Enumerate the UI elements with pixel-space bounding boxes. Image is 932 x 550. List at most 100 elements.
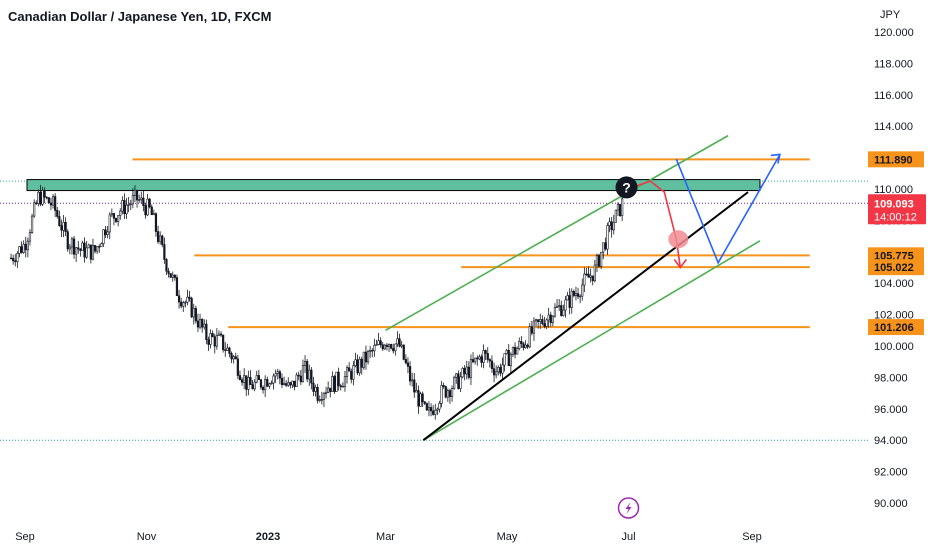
candle-body	[381, 344, 384, 350]
candle-body	[463, 368, 466, 375]
candle-body	[551, 315, 554, 323]
candle-body	[135, 189, 139, 201]
candle-body	[45, 196, 48, 199]
candle-body	[28, 232, 32, 242]
candle-body	[196, 320, 200, 328]
candle-body	[268, 383, 271, 387]
trend-line	[422, 191, 749, 441]
candle-body	[26, 240, 29, 251]
candle-body	[159, 235, 162, 242]
x-tick-label: Jul	[621, 531, 635, 543]
candle-body	[530, 326, 533, 334]
candle-body	[14, 260, 17, 263]
candle-body	[436, 408, 439, 411]
candle-body	[482, 350, 485, 363]
level-price-label: 101.206	[874, 322, 914, 334]
candle-body	[293, 380, 296, 388]
candle-body	[560, 305, 563, 316]
candle-body	[327, 387, 330, 393]
candle-body	[306, 361, 309, 380]
candle-body	[593, 264, 596, 282]
candle-body	[595, 255, 599, 266]
candle-body	[616, 203, 620, 211]
candle-body	[480, 356, 483, 363]
candle-body	[133, 189, 137, 196]
blue-projection-path	[675, 154, 781, 265]
candle-body	[169, 273, 172, 278]
candle-body	[562, 309, 565, 316]
candle-body	[583, 273, 586, 286]
red-marker-dot	[668, 230, 689, 249]
candle-body	[85, 247, 88, 258]
level-price-tag	[868, 151, 924, 168]
candle-body	[511, 346, 515, 355]
candle-body	[35, 202, 38, 205]
candle-body	[444, 386, 447, 398]
candle-body	[308, 369, 311, 380]
candle-body	[112, 213, 116, 219]
candle-body	[238, 375, 242, 381]
candle-body	[230, 353, 233, 360]
x-tick-label: Mar	[376, 531, 395, 543]
candle-body	[264, 379, 267, 391]
currency-label: JPY	[880, 9, 901, 21]
candle-body	[478, 356, 481, 360]
question-icon	[615, 176, 638, 199]
candle-body	[104, 229, 107, 236]
candle-body	[203, 323, 206, 328]
candle-body	[387, 344, 391, 347]
candle-body	[413, 379, 416, 393]
candle-body	[379, 340, 382, 346]
candle-body	[371, 350, 374, 352]
candle-body	[434, 409, 437, 415]
candle-body	[427, 407, 431, 411]
candle-body	[234, 356, 237, 360]
candle-body	[280, 377, 284, 386]
candle-body	[253, 381, 256, 390]
candle-body	[316, 387, 319, 401]
candle-body	[373, 344, 376, 352]
candle-body	[364, 351, 368, 363]
candle-body	[278, 371, 281, 379]
candle-body	[604, 242, 607, 250]
candle-body	[110, 213, 113, 216]
candle-body	[610, 221, 613, 231]
candle-body	[91, 245, 95, 260]
candle-body	[56, 210, 59, 217]
candle-body	[400, 344, 403, 347]
current-price-value: 109.093	[874, 198, 914, 210]
candle-body	[402, 344, 405, 360]
candle-body	[198, 318, 202, 328]
candle-body	[459, 376, 462, 389]
candle-body	[383, 344, 386, 350]
candle-body	[453, 377, 456, 389]
candle-body	[553, 307, 557, 317]
candle-body	[54, 196, 57, 211]
candle-body	[282, 383, 286, 386]
candle-body	[600, 251, 603, 267]
candle-body	[446, 390, 449, 398]
candle-body	[532, 320, 536, 334]
candle-body	[72, 238, 76, 255]
x-tick-label: Nov	[137, 531, 157, 543]
candle-body	[621, 198, 624, 216]
candle-body	[442, 385, 445, 387]
candle-body	[173, 274, 176, 278]
candle-body	[261, 386, 265, 391]
candle-body	[127, 204, 130, 206]
candle-body	[360, 358, 363, 368]
candle-body	[488, 359, 491, 362]
candle-body	[51, 196, 55, 206]
candle-body	[9, 257, 13, 260]
candle-body	[138, 199, 141, 201]
lightning-icon-glyph	[625, 502, 632, 514]
candle-body	[30, 215, 34, 233]
y-tick-label: 100.000	[874, 341, 914, 353]
candle-body	[518, 341, 521, 349]
candle-body	[58, 216, 61, 226]
y-tick-label: 90.000	[874, 498, 908, 510]
candle-body	[274, 373, 277, 377]
candle-body	[314, 387, 317, 392]
candle-body	[270, 382, 273, 385]
